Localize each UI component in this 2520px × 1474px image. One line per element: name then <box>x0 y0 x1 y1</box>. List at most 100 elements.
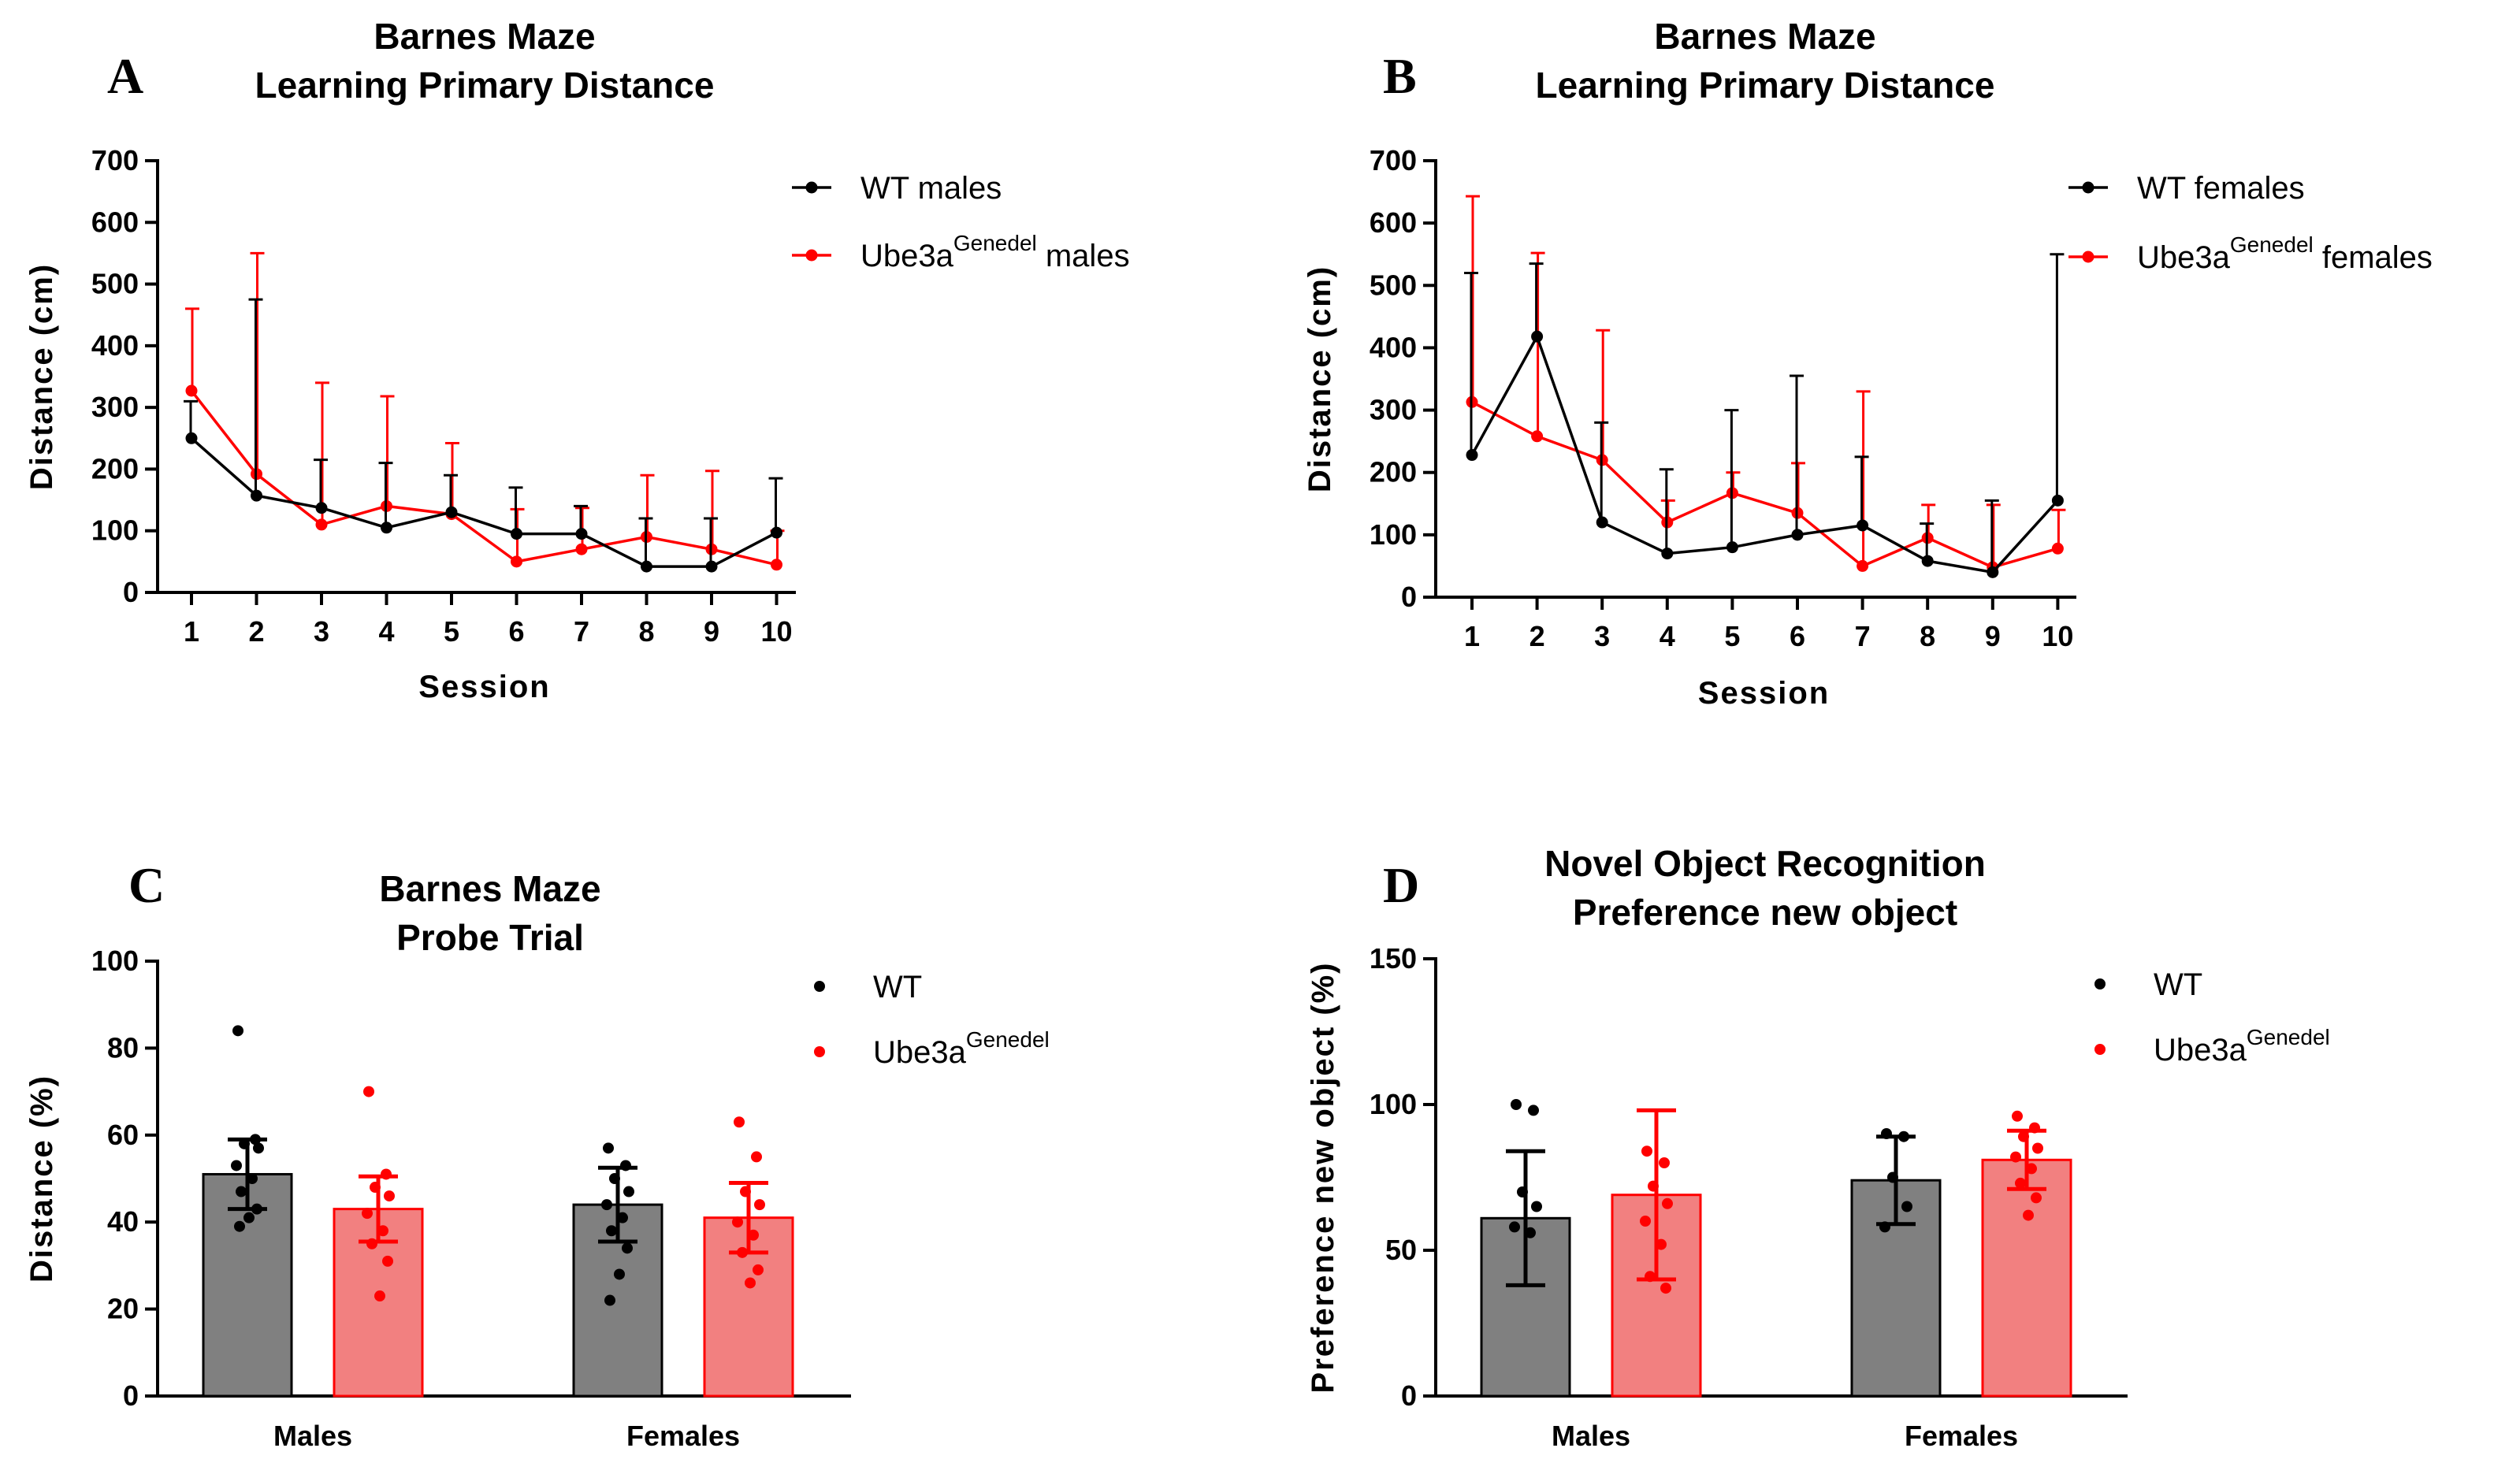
legend-label: Ube3aGenedel <box>2154 1025 2330 1067</box>
chart-title-line: Novel Object Recognition <box>1544 843 1986 884</box>
x-tick-label: 9 <box>1985 620 2001 652</box>
panel-d: D Novel Object Recognition Preference new … <box>1306 843 2330 1452</box>
x-tick-label: 10 <box>760 615 792 648</box>
data-point <box>1511 1099 1522 1110</box>
data-point <box>374 1290 385 1302</box>
series-line <box>190 389 777 566</box>
series-1 <box>1466 195 2066 574</box>
data-point <box>623 1186 634 1197</box>
y-tick-label: 400 <box>1370 331 1417 363</box>
data-point <box>247 1173 258 1184</box>
data-point <box>1531 330 1544 343</box>
data-point <box>1901 1201 1912 1212</box>
y-tick-label: 400 <box>91 329 139 362</box>
data-point <box>2012 1110 2023 1122</box>
data-point <box>1791 529 1804 541</box>
legend-marker <box>814 981 825 992</box>
chart-title-line: Barnes Maze <box>374 16 595 57</box>
y-tick-label: 100 <box>91 514 139 547</box>
y-tick-label: 300 <box>91 391 139 423</box>
legend-label: Ube3aGenedel <box>873 1027 1050 1070</box>
data-point <box>753 1264 764 1275</box>
x-tick-label: 10 <box>2042 620 2073 652</box>
legend-item: WT <box>814 970 922 1004</box>
y-tick-label: 150 <box>1370 942 1417 975</box>
data-point <box>2051 494 2064 507</box>
data-point <box>381 1168 392 1180</box>
panel-b: B Barnes Maze Learning Primary Distance 0 10… <box>1303 16 2433 711</box>
data-point <box>253 1142 264 1154</box>
legend-item: Ube3aGenedel <box>814 1027 1050 1070</box>
y-tick-label: 100 <box>1370 1088 1417 1120</box>
data-point <box>1726 541 1738 554</box>
data-point <box>2031 1192 2042 1204</box>
chart-title-line: Preference new object <box>1573 892 1957 933</box>
data-point <box>1509 1221 1520 1233</box>
series-0 <box>184 298 783 573</box>
legend-label: WT <box>2154 967 2202 1002</box>
x-tick-label: 5 <box>444 615 459 648</box>
legend-item: WT females <box>2068 171 2305 206</box>
x-tick-label: 1 <box>184 615 199 648</box>
data-point <box>1531 430 1544 443</box>
data-point <box>1640 1216 1651 1227</box>
data-point <box>1528 1105 1539 1116</box>
legend-item: Ube3aGenedel females <box>2068 232 2433 275</box>
data-point <box>737 1246 748 1258</box>
y-tick-label: 600 <box>1370 206 1417 239</box>
x-tick-label: 3 <box>1594 620 1610 652</box>
data-point <box>1887 1171 1898 1183</box>
data-point <box>1662 1197 1673 1209</box>
x-tick-label: Females <box>626 1420 740 1452</box>
data-point <box>740 1186 751 1197</box>
x-tick-label: Males <box>1552 1420 1630 1452</box>
data-point <box>363 1086 374 1097</box>
series-line <box>190 436 778 568</box>
series-0 <box>1480 1099 1942 1398</box>
chart-title-line: Learning Primary Distance <box>1536 65 1995 106</box>
y-tick-label: 0 <box>123 1379 139 1412</box>
data-point <box>1645 1271 1656 1283</box>
y-tick-label: 40 <box>107 1205 139 1238</box>
data-point <box>251 1203 262 1215</box>
data-point <box>239 1138 250 1149</box>
y-tick-label: 600 <box>91 206 139 238</box>
legend-marker <box>2094 978 2106 989</box>
data-point <box>1921 555 1934 567</box>
data-point <box>1656 1238 1667 1250</box>
x-tick-label: 9 <box>704 615 719 648</box>
data-point <box>575 528 588 540</box>
chart-title-line: Probe Trial <box>396 917 584 958</box>
data-point <box>445 506 458 518</box>
data-point <box>1661 548 1674 560</box>
panel-c: C Barnes Maze Probe Trial 0 20 40 60 80 100 Dista… <box>24 857 1050 1452</box>
data-point <box>511 528 522 540</box>
data-point <box>1466 449 1478 462</box>
data-point <box>315 502 328 514</box>
data-point <box>511 555 522 568</box>
data-point <box>1898 1131 1909 1142</box>
data-point <box>1517 1186 1528 1197</box>
x-tick-label: 3 <box>314 615 329 648</box>
data-point <box>771 526 782 539</box>
data-point <box>1659 1157 1670 1168</box>
data-point <box>641 560 652 573</box>
data-point <box>606 1225 617 1237</box>
data-point <box>1857 519 1869 532</box>
x-tick-label: 8 <box>1920 620 1935 652</box>
bar <box>1981 1158 2072 1398</box>
legend-label: Ube3aGenedel females <box>2137 232 2433 275</box>
data-point <box>754 1199 765 1211</box>
y-tick-label: 80 <box>107 1031 139 1064</box>
data-point <box>614 1268 625 1280</box>
x-tick-label: 4 <box>378 615 394 648</box>
data-point <box>1660 1283 1671 1294</box>
panel-a: A Barnes Maze Learning Primary Distance 0 10… <box>24 16 1130 704</box>
data-point <box>1648 1180 1659 1192</box>
y-tick-label: 200 <box>1370 456 1417 488</box>
legend-label: Ube3aGenedel males <box>860 231 1130 273</box>
data-point <box>1525 1227 1536 1238</box>
data-point <box>1879 1221 1890 1233</box>
legend-label: WT females <box>2137 171 2305 206</box>
legend-marker <box>2082 251 2094 263</box>
